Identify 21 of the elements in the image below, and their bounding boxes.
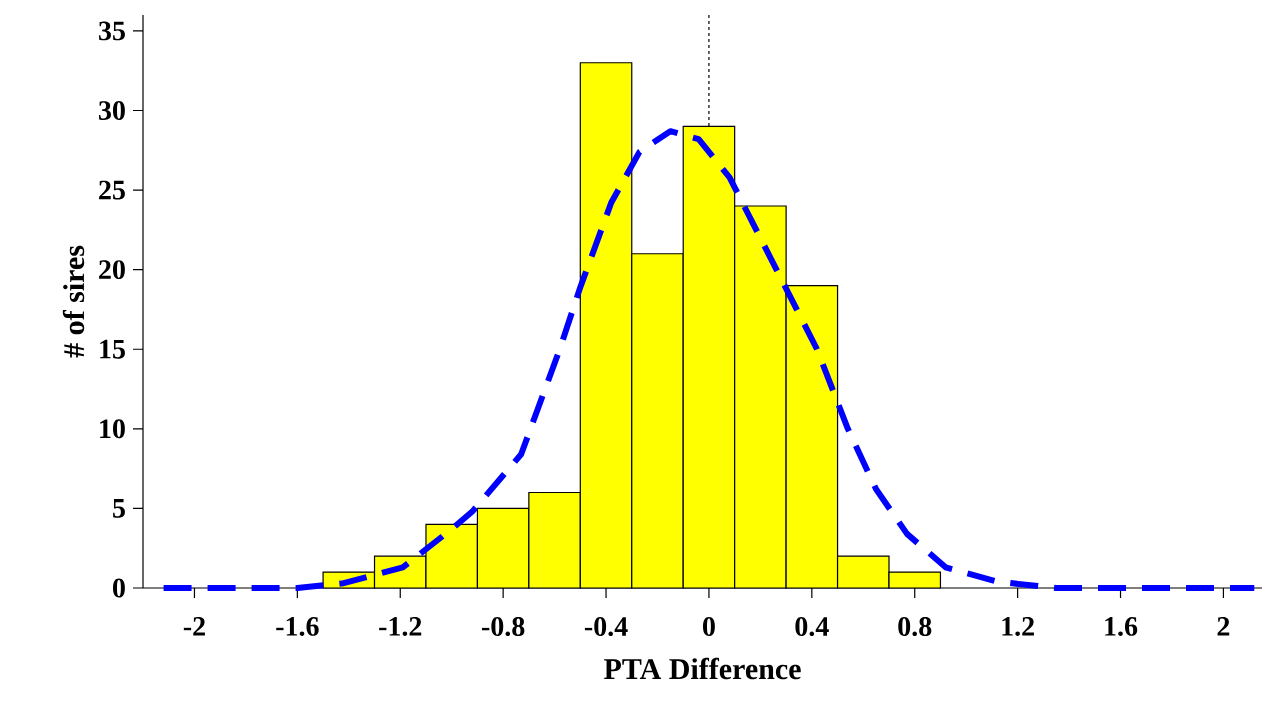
- x-tick-label: -2: [183, 617, 205, 636]
- x-tick-label: -0.4: [584, 617, 628, 637]
- y-tick-label: 10: [100, 419, 125, 439]
- x-axis-title: PTA Difference: [604, 657, 801, 680]
- y-tick-label: 20: [99, 260, 125, 280]
- y-tick-label: 35: [99, 21, 125, 41]
- x-tick-label: -1.6: [276, 617, 319, 636]
- y-axis-title: # of sires: [62, 245, 85, 358]
- y-tick-label: 5: [113, 499, 125, 518]
- x-tick-label: -1.2: [379, 617, 422, 636]
- y-tick-label: 30: [99, 101, 125, 120]
- x-tick-label: 0: [703, 617, 715, 636]
- y-tick-label: 25: [99, 180, 125, 200]
- x-tick-label: -0.8: [482, 617, 525, 637]
- x-tick-label: 1.6: [1105, 617, 1138, 636]
- x-tick-label: 1.2: [1002, 617, 1034, 636]
- x-tick-label: 0.8: [898, 617, 932, 637]
- y-tick-label: 0: [113, 578, 125, 598]
- x-tick-label: 0.4: [795, 617, 829, 637]
- x-tick-label: 2: [1217, 617, 1230, 636]
- y-tick-label: 15: [100, 339, 125, 359]
